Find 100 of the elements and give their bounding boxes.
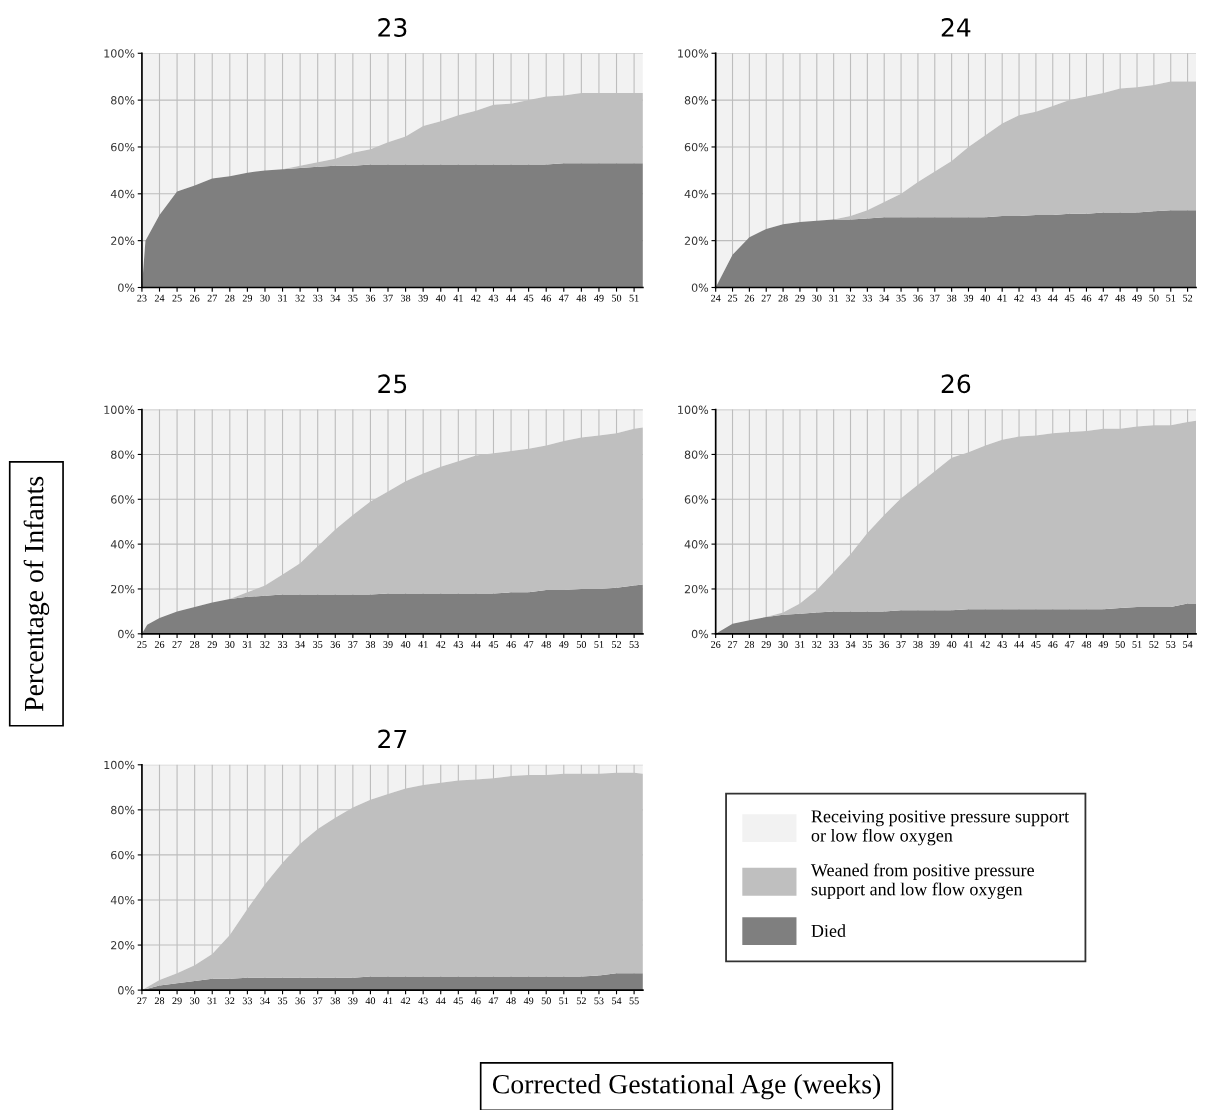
x-tick-label: 50 — [1115, 641, 1125, 648]
x-tick-label: 27 — [172, 641, 182, 648]
x-tick-label: 26 — [744, 294, 755, 302]
x-tick-label: 29 — [172, 997, 182, 1005]
x-tick-label: 52 — [1149, 641, 1159, 648]
x-tick-label: 31 — [207, 997, 217, 1005]
x-tick-label: 53 — [1166, 641, 1176, 648]
x-tick-label: 36 — [330, 641, 341, 648]
x-tick-label: 41 — [997, 294, 1007, 302]
x-tick-label: 36 — [879, 641, 889, 648]
x-tick-label: 54 — [612, 997, 622, 1005]
x-tick-label: 25 — [727, 294, 738, 302]
x-tick-label: 44 — [1047, 294, 1058, 302]
x-tick-label: 47 — [488, 997, 499, 1005]
x-tick-label: 45 — [523, 294, 534, 302]
x-tick-label: 30 — [778, 641, 788, 648]
x-tick-label: 39 — [383, 641, 393, 648]
x-tick-label: 42 — [980, 641, 990, 648]
x-tick-label: 35 — [277, 997, 288, 1005]
x-tick-label: 42 — [471, 294, 481, 302]
x-tick-label: 47 — [558, 294, 569, 302]
x-tick-label: 40 — [365, 997, 376, 1005]
x-tick-label: 40 — [980, 294, 991, 302]
x-tick-label: 42 — [435, 641, 446, 648]
x-tick-label: 55 — [629, 997, 639, 1005]
x-tick-label: 34 — [845, 641, 856, 648]
x-tick-label: 51 — [1166, 294, 1176, 302]
y-tick-label: 80% — [111, 96, 135, 105]
x-tick-label: 48 — [1115, 294, 1125, 302]
x-tick-label: 46 — [471, 997, 481, 1005]
y-tick-label: 100% — [104, 49, 135, 58]
x-tick-label: 43 — [453, 641, 463, 648]
x-tick-label: 35 — [896, 294, 906, 302]
y-tick-label: 20% — [111, 236, 135, 246]
y-tick-label: 40% — [110, 895, 135, 905]
x-tick-label: 47 — [1064, 641, 1075, 648]
x-tick-label: 32 — [295, 294, 305, 302]
chart-title: 27 — [378, 729, 407, 749]
x-tick-label: 33 — [862, 294, 873, 302]
y-tick-label: 80% — [684, 96, 709, 105]
y-tick-label: 40% — [110, 189, 135, 199]
x-tick-label: 43 — [997, 641, 1007, 648]
x-tick-label: 52 — [612, 641, 622, 648]
x-tick-label: 26 — [711, 641, 721, 648]
x-tick-label: 32 — [225, 997, 235, 1005]
x-tick-label: 31 — [277, 294, 288, 302]
y-tick-label: 40% — [110, 540, 135, 549]
y-tick-label: 60% — [111, 850, 135, 860]
x-tick-label: 32 — [260, 641, 270, 648]
x-tick-label: 46 — [1081, 294, 1092, 302]
x-tick-label: 47 — [523, 641, 534, 648]
x-tick-label: 24 — [711, 294, 721, 302]
x-tick-label: 36 — [365, 294, 376, 302]
y-tick-label: 20% — [111, 584, 135, 594]
x-tick-label: 34 — [879, 294, 890, 302]
x-tick-label: 50 — [612, 294, 622, 302]
x-tick-label: 30 — [260, 294, 270, 302]
x-tick-label: 34 — [260, 997, 270, 1005]
y-tick-label: 100% — [104, 760, 135, 770]
x-tick-label: 48 — [541, 641, 551, 648]
chart-title: 23 — [378, 18, 407, 37]
x-tick-label: 40 — [400, 641, 411, 648]
x-tick-label: 53 — [629, 641, 639, 648]
x-tick-label: 33 — [277, 641, 288, 648]
x-tick-label: 39 — [930, 641, 940, 648]
x-tick-label: 52 — [1183, 294, 1193, 302]
x-tick-label: 34 — [295, 641, 306, 648]
x-tick-label: 27 — [207, 294, 218, 302]
x-tick-label: 26 — [154, 641, 165, 648]
x-tick-label: 35 — [313, 641, 323, 648]
x-tick-label: 28 — [225, 294, 235, 302]
x-tick-label: 50 — [1149, 294, 1159, 302]
x-tick-label: 40 — [435, 294, 446, 302]
y-tick-label: 20% — [111, 941, 135, 950]
x-tick-label: 46 — [506, 641, 516, 648]
y-tick-label: 40% — [684, 189, 709, 199]
x-tick-label: 39 — [963, 294, 974, 302]
y-tick-label: 80% — [684, 450, 709, 459]
x-tick-label: 48 — [576, 294, 587, 302]
y-tick-label: 0% — [118, 986, 135, 995]
x-tick-label: 42 — [1014, 294, 1024, 302]
y-tick-label: 60% — [684, 142, 709, 152]
x-tick-label: 31 — [829, 294, 839, 302]
x-tick-label: 29 — [242, 294, 253, 302]
x-tick-label: 38 — [365, 641, 376, 648]
x-tick-label: 48 — [1081, 641, 1092, 648]
x-tick-label: 43 — [488, 294, 499, 302]
legend-label: Receiving positive pressure support or low flow oxygen — [811, 810, 1070, 846]
x-tick-label: 25 — [172, 294, 182, 302]
y-tick-label: 20% — [684, 236, 709, 246]
x-tick-label: 49 — [558, 641, 569, 648]
x-tick-label: 38 — [913, 641, 923, 648]
x-tick-label: 31 — [242, 641, 252, 648]
x-tick-label: 30 — [225, 641, 235, 648]
x-tick-label: 52 — [576, 997, 586, 1005]
y-tick-label: 80% — [111, 805, 135, 815]
x-tick-label: 32 — [812, 641, 822, 648]
y-tick-label: 100% — [678, 405, 709, 414]
y-tick-label: 100% — [104, 405, 135, 414]
y-tick-label: 0% — [118, 283, 135, 292]
